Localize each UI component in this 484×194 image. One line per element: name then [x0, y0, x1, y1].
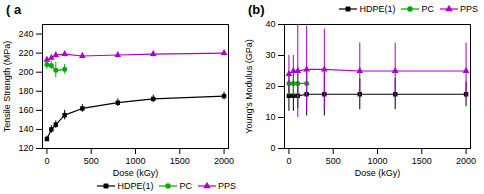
svg-text:1500: 1500: [170, 156, 190, 166]
html-text:HDPE(1): HDPE(1): [359, 4, 396, 14]
svg-text:10: 10: [265, 112, 275, 122]
svg-text:20: 20: [265, 81, 275, 91]
svg-text:40: 40: [265, 19, 275, 29]
svg-text:Dose (kGy): Dose (kGy): [113, 168, 159, 178]
svg-text:Tensile Strength (MPa): Tensile Strength (MPa): [2, 41, 12, 133]
html-text:PC: PC: [421, 4, 434, 14]
svg-text:0: 0: [270, 143, 275, 153]
svg-text:160: 160: [18, 105, 33, 115]
svg-text:200: 200: [18, 67, 33, 77]
svg-text:500: 500: [326, 156, 341, 166]
svg-text:0: 0: [286, 156, 291, 166]
svg-text:2000: 2000: [456, 156, 476, 166]
html-text:PPS: PPS: [460, 4, 478, 14]
svg-text:0: 0: [44, 156, 49, 166]
svg-text:Young's Modulus (GPa): Young's Modulus (GPa): [244, 39, 254, 133]
svg-text:140: 140: [18, 124, 33, 134]
svg-text:Dose (kGy): Dose (kGy): [355, 168, 401, 178]
svg-text:180: 180: [18, 86, 33, 96]
svg-text:220: 220: [18, 48, 33, 58]
svg-text:1500: 1500: [412, 156, 432, 166]
html-text:PPS: PPS: [218, 181, 236, 191]
html-text:PC: PC: [179, 181, 192, 191]
html-text:(b): (b): [248, 1, 265, 17]
svg-text:1000: 1000: [367, 156, 387, 166]
svg-text:1000: 1000: [125, 156, 145, 166]
html-text:HDPE(1): HDPE(1): [117, 181, 154, 191]
svg-text:240: 240: [18, 29, 33, 39]
svg-text:30: 30: [265, 50, 275, 60]
html-text:( a: ( a: [6, 1, 22, 17]
svg-text:500: 500: [84, 156, 99, 166]
svg-text:120: 120: [18, 143, 33, 153]
svg-text:2000: 2000: [214, 156, 234, 166]
